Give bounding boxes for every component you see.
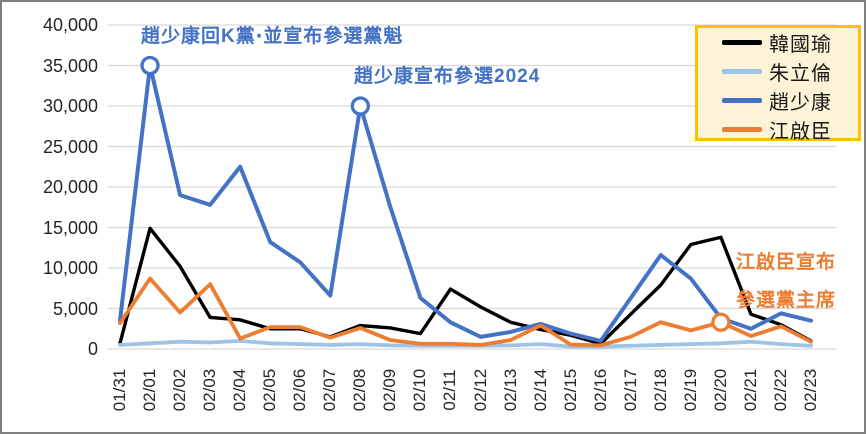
x-tick-label: 02/04	[230, 368, 250, 412]
annotation-announce-2024: 趙少康宣布參選2024	[354, 66, 541, 87]
event-marker-江啟臣-02/20	[711, 312, 731, 332]
legend-label: 江啟臣	[769, 121, 832, 143]
legend-item-韓國瑜: 韓國瑜	[722, 28, 858, 57]
y-tick-label: 35,000	[42, 55, 98, 76]
legend-line-swatch	[722, 127, 762, 132]
x-tick-label: 02/22	[770, 368, 790, 412]
x-tick-label: 02/09	[380, 368, 400, 412]
x-tick-label: 02/15	[560, 368, 580, 412]
legend-item-朱立倫: 朱立倫	[722, 57, 858, 86]
legend-label: 韓國瑜	[769, 34, 832, 56]
series-line-江啟臣	[118, 276, 813, 348]
legend-line-swatch	[722, 40, 762, 45]
x-tick-label: 02/21	[740, 368, 760, 412]
event-marker-趙少康-02/01	[140, 55, 160, 76]
x-tick-label: 02/05	[260, 368, 280, 412]
y-tick-label: 20,000	[42, 177, 98, 197]
legend: 韓國瑜朱立倫趙少康江啟臣	[695, 25, 861, 144]
legend-item-江啟臣: 江啟臣	[722, 115, 858, 144]
series-line-趙少康	[118, 63, 813, 343]
legend-item-趙少康: 趙少康	[722, 86, 858, 115]
x-tick-label: 02/02	[170, 368, 190, 412]
x-tick-label: 02/03	[200, 368, 220, 412]
y-tick-label: 15,000	[42, 217, 98, 238]
y-tick-label: 10,000	[42, 258, 98, 278]
x-tick-label: 02/11	[440, 369, 460, 411]
legend-label: 趙少康	[769, 92, 832, 114]
x-tick-label: 02/14	[530, 368, 550, 412]
y-tick-label: 0	[87, 339, 98, 359]
x-tick-label: 02/23	[801, 368, 820, 412]
x-tick-label: 02/16	[590, 368, 610, 412]
x-tick-label: 02/18	[650, 368, 670, 412]
annotation-chiang-announce-line2: 參選黨主席	[736, 290, 837, 311]
series-line-韓國瑜	[118, 226, 813, 346]
x-tick-label: 02/20	[710, 368, 730, 412]
x-tick-label: 02/01	[140, 368, 160, 412]
x-tick-label: 02/12	[470, 368, 490, 412]
x-tick-label: 01/31	[110, 368, 129, 412]
x-tick-label: 02/07	[320, 368, 340, 412]
legend-line-swatch	[722, 98, 762, 103]
x-tick-label: 02/08	[350, 368, 370, 412]
y-tick-label: 40,000	[42, 15, 98, 35]
legend-label: 朱立倫	[769, 63, 832, 85]
y-tick-label: 5,000	[52, 298, 98, 319]
x-tick-label: 02/10	[410, 368, 430, 412]
x-tick-label: 02/06	[290, 368, 310, 412]
annotation-chiang-announce: 江啟臣宣布 參選黨主席	[736, 244, 836, 320]
x-tick-label: 02/13	[500, 368, 520, 412]
annotation-chiang-announce-line1: 江啟臣宣布	[736, 252, 837, 273]
annotation-return-to-party: 趙少康回K黨‧並宣布參選黨魁	[141, 26, 404, 47]
y-tick-label: 30,000	[42, 96, 98, 116]
event-marker-趙少康-02/08	[350, 96, 370, 116]
y-tick-label: 25,000	[42, 136, 98, 157]
legend-line-swatch	[722, 69, 762, 74]
x-tick-label: 02/19	[680, 368, 700, 412]
x-tick-label: 02/17	[620, 368, 640, 412]
